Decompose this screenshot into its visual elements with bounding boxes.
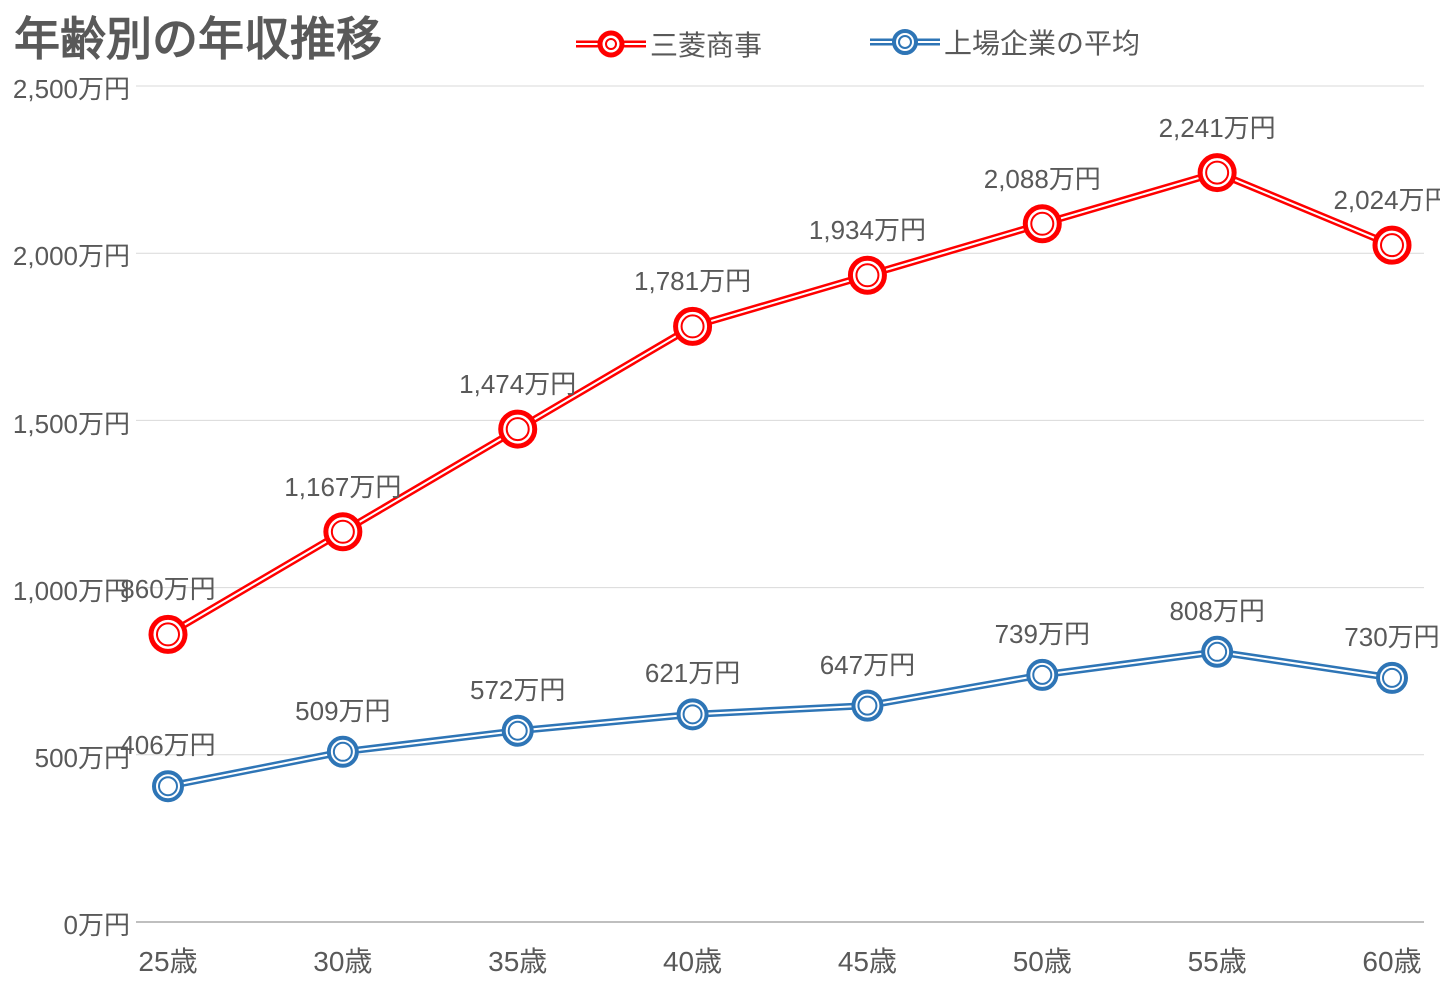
series-marker-listed_avg: [329, 738, 357, 766]
chart-root: 年齢別の年収推移 三菱商事 上場企業の平均 0万円 500万円 1,000万円 1,50…: [0, 0, 1440, 994]
data-label-listed_avg: 509万円: [295, 691, 390, 728]
legend-label-listed_avg: 上場企業の平均: [944, 22, 1140, 62]
data-label-listed_avg: 730万円: [1344, 617, 1439, 654]
data-label-mitsubishi: 1,934万円: [809, 210, 926, 247]
data-label-listed_avg: 739万円: [995, 614, 1090, 651]
series-marker-listed_avg: [1203, 638, 1231, 666]
data-label-mitsubishi: 1,781万円: [634, 261, 751, 298]
series-marker-mitsubishi: [676, 309, 710, 343]
x-tick-label: 60歳: [1362, 940, 1421, 980]
y-tick-label: 2,500万円: [0, 69, 130, 106]
series-marker-mitsubishi: [326, 515, 360, 549]
chart-title: 年齢別の年収推移: [14, 3, 382, 69]
series-marker-mitsubishi: [1375, 228, 1409, 262]
series-marker-mitsubishi: [1200, 156, 1234, 190]
y-tick-label: 2,000万円: [0, 236, 130, 273]
series-marker-listed_avg: [1028, 661, 1056, 689]
data-label-mitsubishi: 1,167万円: [284, 467, 401, 504]
data-label-mitsubishi: 1,474万円: [459, 364, 576, 401]
series-line-inner-mitsubishi: [168, 173, 1392, 635]
series-marker-listed_avg: [679, 700, 707, 728]
series-layer: [136, 86, 1424, 922]
y-tick-label: 500万円: [0, 738, 130, 775]
legend-label-mitsubishi: 三菱商事: [650, 24, 762, 64]
data-label-mitsubishi: 2,241万円: [1159, 108, 1276, 145]
x-tick-label: 45歳: [838, 940, 897, 980]
data-label-listed_avg: 647万円: [820, 645, 915, 682]
series-marker-mitsubishi: [151, 617, 185, 651]
series-marker-listed_avg: [504, 717, 532, 745]
series-marker-listed_avg: [154, 772, 182, 800]
data-label-listed_avg: 621万円: [645, 653, 740, 690]
series-marker-mitsubishi: [1025, 207, 1059, 241]
y-tick-label: 0万円: [0, 905, 130, 942]
x-tick-label: 30歳: [313, 940, 372, 980]
y-tick-label: 1,000万円: [0, 571, 130, 608]
x-tick-label: 25歳: [138, 940, 197, 980]
series-line-mitsubishi: [168, 173, 1392, 635]
y-tick-label: 1,500万円: [0, 404, 130, 441]
legend-item-mitsubishi: 三菱商事: [576, 22, 762, 66]
series-marker-listed_avg: [853, 692, 881, 720]
series-marker-mitsubishi: [501, 412, 535, 446]
data-label-listed_avg: 572万円: [470, 670, 565, 707]
legend-swatch-listed_avg: [870, 24, 940, 60]
x-tick-label: 40歳: [663, 940, 722, 980]
series-marker-listed_avg: [1378, 664, 1406, 692]
legend-item-listed_avg: 上場企業の平均: [870, 22, 1140, 62]
data-label-mitsubishi: 860万円: [120, 569, 215, 606]
legend-swatch-mitsubishi: [576, 22, 646, 66]
series-marker-mitsubishi: [850, 258, 884, 292]
plot-area: [136, 86, 1424, 922]
x-tick-label: 55歳: [1188, 940, 1247, 980]
data-label-mitsubishi: 2,088万円: [984, 159, 1101, 196]
data-label-listed_avg: 406万円: [120, 725, 215, 762]
data-label-listed_avg: 808万円: [1169, 591, 1264, 628]
data-label-mitsubishi: 2,024万円: [1333, 180, 1440, 217]
x-tick-label: 50歳: [1013, 940, 1072, 980]
x-tick-label: 35歳: [488, 940, 547, 980]
